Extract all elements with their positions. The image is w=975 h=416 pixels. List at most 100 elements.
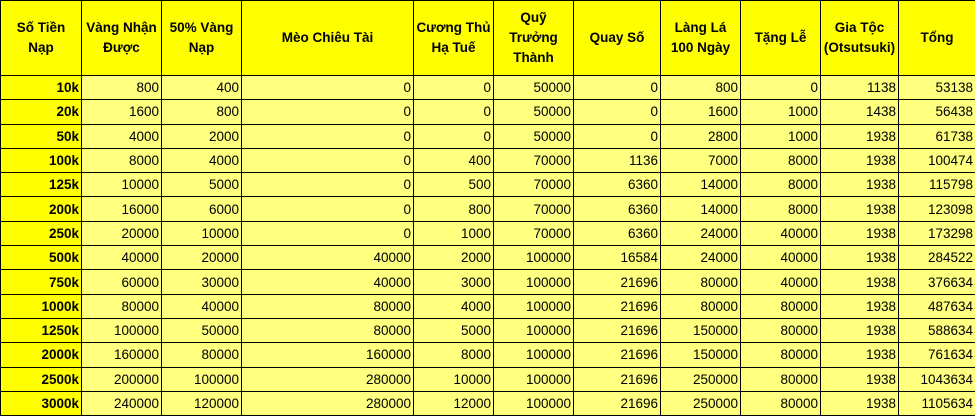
value-cell: 80000	[82, 294, 162, 318]
amount-cell: 100k	[1, 148, 82, 172]
value-cell: 1000	[741, 124, 821, 148]
value-cell: 50000	[162, 318, 242, 342]
value-cell: 376634	[899, 270, 975, 294]
value-cell: 60000	[82, 270, 162, 294]
value-cell: 0	[242, 197, 414, 221]
amount-cell: 1000k	[1, 294, 82, 318]
value-cell: 1938	[821, 221, 899, 245]
value-cell: 173298	[899, 221, 975, 245]
value-cell: 250000	[661, 367, 741, 391]
value-cell: 400	[414, 148, 494, 172]
value-cell: 80000	[242, 294, 414, 318]
value-cell: 80000	[242, 318, 414, 342]
value-cell: 70000	[494, 173, 574, 197]
value-cell: 80000	[741, 343, 821, 367]
value-cell: 100000	[494, 367, 574, 391]
value-cell: 4000	[82, 124, 162, 148]
amount-cell: 250k	[1, 221, 82, 245]
amount-cell: 125k	[1, 173, 82, 197]
value-cell: 1600	[82, 100, 162, 124]
value-cell: 1938	[821, 124, 899, 148]
value-cell: 21696	[574, 318, 661, 342]
value-cell: 400	[162, 76, 242, 100]
value-cell: 100000	[494, 270, 574, 294]
value-cell: 20000	[162, 246, 242, 270]
value-cell: 100000	[494, 343, 574, 367]
value-cell: 16584	[574, 246, 661, 270]
value-cell: 8000	[82, 148, 162, 172]
value-cell: 284522	[899, 246, 975, 270]
value-cell: 6360	[574, 173, 661, 197]
value-cell: 80000	[741, 294, 821, 318]
value-cell: 56438	[899, 100, 975, 124]
value-cell: 6360	[574, 197, 661, 221]
value-cell: 1438	[821, 100, 899, 124]
value-cell: 500	[414, 173, 494, 197]
value-cell: 160000	[242, 343, 414, 367]
value-cell: 40000	[82, 246, 162, 270]
value-cell: 70000	[494, 197, 574, 221]
value-cell: 0	[414, 124, 494, 148]
value-cell: 1938	[821, 197, 899, 221]
value-cell: 80000	[661, 270, 741, 294]
value-cell: 1938	[821, 270, 899, 294]
value-cell: 80000	[661, 294, 741, 318]
value-cell: 1938	[821, 367, 899, 391]
header-gold-received: Vàng Nhận Được	[82, 1, 162, 76]
header-gifts: Tặng Lễ	[741, 1, 821, 76]
amount-cell: 1250k	[1, 318, 82, 342]
value-cell: 1938	[821, 343, 899, 367]
header-clan-otsutsuki: Gia Tộc (Otsutsuki)	[821, 1, 899, 76]
value-cell: 40000	[162, 294, 242, 318]
value-cell: 588634	[899, 318, 975, 342]
amount-cell: 3000k	[1, 391, 82, 415]
value-cell: 40000	[242, 246, 414, 270]
value-cell: 80000	[741, 318, 821, 342]
value-cell: 1600	[661, 100, 741, 124]
header-meo-chieu-tai: Mèo Chiêu Tài	[242, 1, 414, 76]
value-cell: 0	[574, 124, 661, 148]
value-cell: 100000	[494, 294, 574, 318]
header-cuong-thu-ha-tue: Cương Thủ Hạ Tuế	[414, 1, 494, 76]
value-cell: 280000	[242, 367, 414, 391]
value-cell: 0	[242, 76, 414, 100]
value-cell: 0	[414, 76, 494, 100]
value-cell: 1136	[574, 148, 661, 172]
value-cell: 53138	[899, 76, 975, 100]
value-cell: 14000	[661, 197, 741, 221]
value-cell: 100000	[162, 367, 242, 391]
value-cell: 1043634	[899, 367, 975, 391]
value-cell: 7000	[661, 148, 741, 172]
value-cell: 160000	[82, 343, 162, 367]
value-cell: 761634	[899, 343, 975, 367]
value-cell: 21696	[574, 391, 661, 415]
value-cell: 24000	[661, 246, 741, 270]
value-cell: 240000	[82, 391, 162, 415]
value-cell: 12000	[414, 391, 494, 415]
value-cell: 21696	[574, 367, 661, 391]
value-cell: 14000	[661, 173, 741, 197]
value-cell: 80000	[741, 367, 821, 391]
value-cell: 61738	[899, 124, 975, 148]
value-cell: 1938	[821, 294, 899, 318]
value-cell: 10000	[414, 367, 494, 391]
value-cell: 100000	[494, 246, 574, 270]
value-cell: 115798	[899, 173, 975, 197]
value-cell: 100474	[899, 148, 975, 172]
value-cell: 21696	[574, 343, 661, 367]
header-amount: Số Tiền Nạp	[1, 1, 82, 76]
value-cell: 250000	[661, 391, 741, 415]
value-cell: 8000	[741, 197, 821, 221]
value-cell: 1938	[821, 318, 899, 342]
value-cell: 10000	[162, 221, 242, 245]
value-cell: 800	[414, 197, 494, 221]
